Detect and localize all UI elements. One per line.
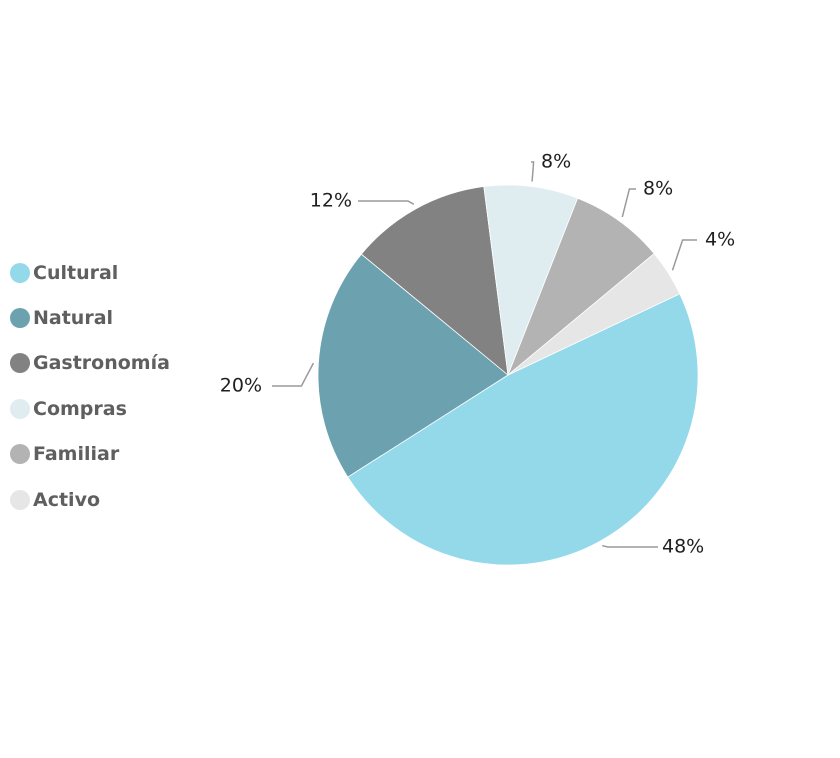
leader-line-gastronomia xyxy=(358,200,415,205)
data-label-natural: 20% xyxy=(220,375,262,397)
leader-line-activo xyxy=(671,239,697,271)
data-label-gastronomia: 12% xyxy=(310,190,352,212)
pie-slice-gastronomia xyxy=(360,186,509,376)
legend-label-gastronomia: Gastronomía xyxy=(33,352,170,375)
legend-label-familiar: Familiar xyxy=(33,443,120,466)
leader-line-natural xyxy=(272,362,315,387)
legend-item-gastronomia: Gastronomía xyxy=(10,341,170,386)
chart-legend: Cultural Natural Gastronomía Compras Familia… xyxy=(10,250,170,522)
data-label-cultural: 48% xyxy=(662,536,704,558)
legend-item-natural: Natural xyxy=(10,295,170,340)
legend-item-activo: Activo xyxy=(10,477,170,522)
legend-label-cultural: Cultural xyxy=(33,261,119,284)
legend-item-compras: Compras xyxy=(10,386,170,431)
data-label-activo: 4% xyxy=(705,229,735,251)
leader-line-cultural xyxy=(602,544,658,548)
pie-slices xyxy=(317,184,699,566)
legend-label-compras: Compras xyxy=(33,397,127,420)
leader-line-familiar xyxy=(621,188,636,218)
pie-slice-familiar xyxy=(507,197,655,376)
data-label-familiar: 8% xyxy=(643,178,673,200)
legend-swatch-familiar xyxy=(10,444,30,465)
legend-item-familiar: Familiar xyxy=(10,432,170,477)
legend-label-activo: Activo xyxy=(33,488,101,511)
legend-swatch-activo xyxy=(10,489,30,510)
legend-item-cultural: Cultural xyxy=(10,250,170,295)
leader-line-compras xyxy=(531,161,535,182)
pie-slice-cultural xyxy=(347,293,699,566)
legend-swatch-compras xyxy=(10,398,30,419)
legend-swatch-gastronomia xyxy=(10,353,30,374)
legend-label-natural: Natural xyxy=(33,307,114,330)
pie-labels: 48% 20% 12% 8% 8% 4% xyxy=(220,151,735,558)
pie-slice-compras xyxy=(483,184,579,376)
legend-swatch-natural xyxy=(10,308,30,329)
legend-swatch-cultural xyxy=(10,262,30,283)
pie-slice-activo xyxy=(507,253,681,376)
data-label-compras: 8% xyxy=(541,151,571,173)
pie-slice-natural xyxy=(317,253,509,478)
